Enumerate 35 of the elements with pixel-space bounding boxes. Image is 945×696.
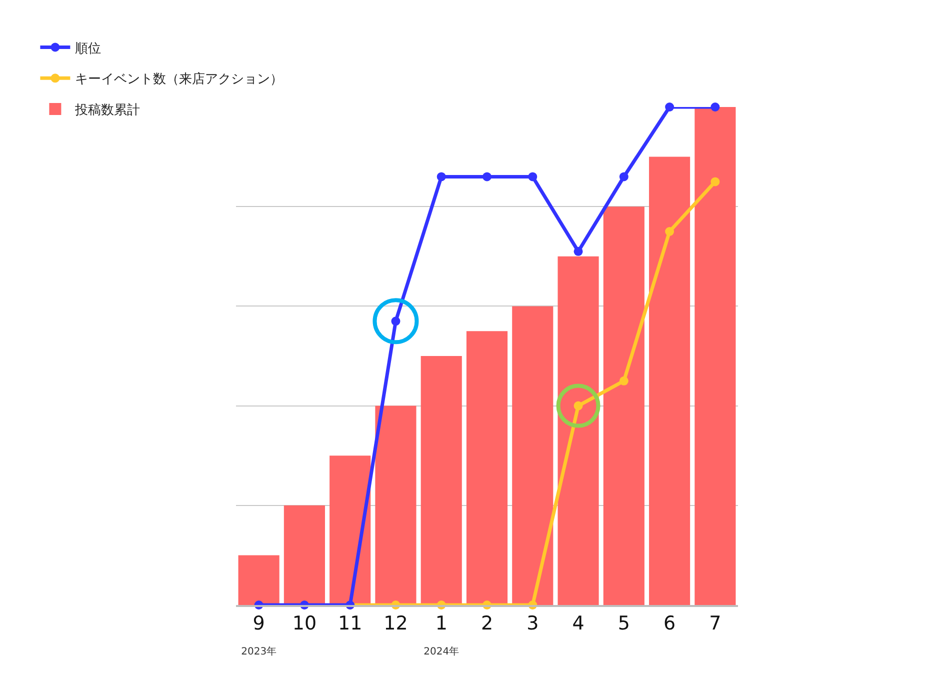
point <box>619 376 628 386</box>
bar <box>466 331 508 605</box>
x-tick-label: 2 <box>480 612 494 635</box>
x-tick-label: 10 <box>292 612 317 635</box>
x-tick-label: 12 <box>384 612 408 635</box>
x-tick-label: 6 <box>664 612 676 635</box>
bar <box>558 256 599 605</box>
bar <box>512 306 554 605</box>
bar <box>284 505 325 605</box>
x-tick-label: 9 2023年 <box>241 612 277 658</box>
bar <box>420 356 462 605</box>
x-tick-label: 3 <box>526 612 539 635</box>
x-tick-label: 4 <box>572 612 584 635</box>
bar <box>375 406 416 605</box>
bar <box>238 555 280 605</box>
point <box>710 177 720 186</box>
point <box>710 102 720 112</box>
bar <box>603 206 644 605</box>
point <box>665 227 674 236</box>
x-tick-label: 11 <box>338 612 362 635</box>
bar <box>649 156 690 605</box>
legend-label: キーイベント数（来店アクション） <box>75 71 284 88</box>
point <box>436 172 446 182</box>
point <box>482 172 492 182</box>
x-tick-label: 1 2024年 <box>424 612 460 658</box>
point <box>665 102 674 112</box>
point <box>528 172 538 182</box>
legend-label: 投稿数累計 <box>74 103 140 118</box>
x-tick-label: 7 <box>709 612 722 635</box>
point <box>574 246 583 256</box>
bar <box>330 456 371 605</box>
point <box>619 172 628 182</box>
bar <box>694 107 736 605</box>
x-tick-label: 5 <box>618 612 630 635</box>
legend-label: 順位 <box>75 41 102 56</box>
